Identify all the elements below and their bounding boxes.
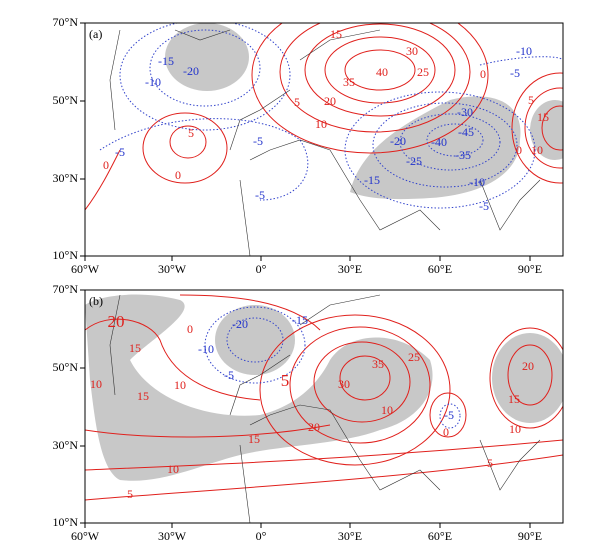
contour-label: -20 (390, 134, 406, 148)
lon-tick-label: 0° (256, 262, 267, 276)
panel-frame (84, 22, 564, 257)
lon-tick-label: 60°W (71, 529, 100, 543)
lat-tick-label: 30°N (53, 438, 79, 452)
contour-label: 15 (248, 432, 260, 446)
contour-label: 5 (294, 95, 300, 109)
contour-label: 0 (175, 168, 181, 182)
contour-label: -45 (458, 125, 474, 139)
lon-tick-label: 30°E (338, 529, 362, 543)
lat-tick-label: 70°N (53, 282, 79, 296)
contour-label: -20 (232, 317, 248, 331)
contour-label: 20 (324, 94, 336, 108)
contour-label: 15 (508, 392, 520, 406)
contour-label: 25 (417, 65, 429, 79)
lat-tick-label: 30°N (53, 171, 79, 185)
contour-label: 10 (90, 377, 102, 391)
contour-label: 10 (509, 422, 521, 436)
contour-label: 0 (480, 67, 486, 81)
contour-label: 35 (343, 75, 355, 89)
lon-tick-label: 90°E (518, 262, 542, 276)
contour-label: 20 (108, 312, 125, 331)
lon-tick-label: 30°W (158, 262, 187, 276)
contour-label: 35 (372, 357, 384, 371)
lon-tick-label: 60°W (71, 262, 100, 276)
contour-label: 5 (487, 456, 493, 470)
contour-label: 30 (406, 44, 418, 58)
contour-label: -25 (406, 154, 422, 168)
contour-label: -5 (444, 408, 454, 422)
lon-tick-label: 30°W (158, 529, 187, 543)
contour-label: -5 (479, 199, 489, 213)
contour-label: -15 (364, 173, 380, 187)
contour-label: 15 (137, 389, 149, 403)
lat-tick-label: 50°N (53, 360, 79, 374)
contour-label: 15 (330, 27, 342, 41)
contour-label: 5 (528, 93, 534, 107)
panel-label: (b) (89, 294, 103, 308)
contour-label: -30 (457, 105, 473, 119)
contour-label: 5 (281, 371, 290, 390)
panel-a-map (85, 23, 563, 256)
lat-tick-label: 50°N (53, 93, 79, 107)
contour-label: -10 (469, 175, 485, 189)
panel-b-map (85, 294, 563, 523)
contour-label: 10 (381, 403, 393, 417)
contour-label: 10 (167, 462, 179, 476)
contour-label: -5 (255, 188, 265, 202)
contour-label: 5 (127, 487, 133, 501)
contour-label: 20 (522, 359, 534, 373)
contour-label: -10 (145, 75, 161, 89)
contour-label: 0 (443, 425, 449, 439)
contour-label: -5 (510, 66, 520, 80)
contour-label: -15 (292, 313, 308, 327)
contour-label: 0 (187, 322, 193, 336)
lon-tick-label: 90°E (518, 529, 542, 543)
contour-label: 20 (308, 420, 320, 434)
contour-label: -20 (183, 64, 199, 78)
contour-label: 40 (376, 65, 388, 79)
contour-label: -5 (115, 145, 125, 159)
contour-label: 25 (408, 350, 420, 364)
contour-label: -5 (253, 134, 263, 148)
contour-label: -40 (431, 135, 447, 149)
contour-label: -35 (455, 148, 471, 162)
lat-tick-label: 10°N (53, 515, 79, 529)
contour-label: 10 (174, 378, 186, 392)
lon-tick-label: 0° (256, 529, 267, 543)
lat-tick-label: 10°N (53, 248, 79, 262)
contour-label: 0 (516, 143, 522, 157)
contour-label: 10 (531, 143, 543, 157)
lat-tick-label: 70°N (53, 15, 79, 29)
contour-label: -10 (198, 342, 214, 356)
lon-tick-label: 30°E (338, 262, 362, 276)
panel-frame (84, 289, 564, 524)
contour-label: 15 (129, 341, 141, 355)
contour-label: -5 (224, 368, 234, 382)
contour-label: 10 (315, 117, 327, 131)
contour-label: 30 (338, 377, 350, 391)
contour-label: -10 (516, 44, 532, 58)
contour-label: 0 (103, 158, 109, 172)
contour-label: 5 (188, 126, 194, 140)
contour-label: -15 (158, 54, 174, 68)
lon-tick-label: 60°E (428, 262, 452, 276)
contour-label: 15 (537, 110, 549, 124)
panel-label: (a) (89, 27, 102, 41)
lon-tick-label: 60°E (428, 529, 452, 543)
